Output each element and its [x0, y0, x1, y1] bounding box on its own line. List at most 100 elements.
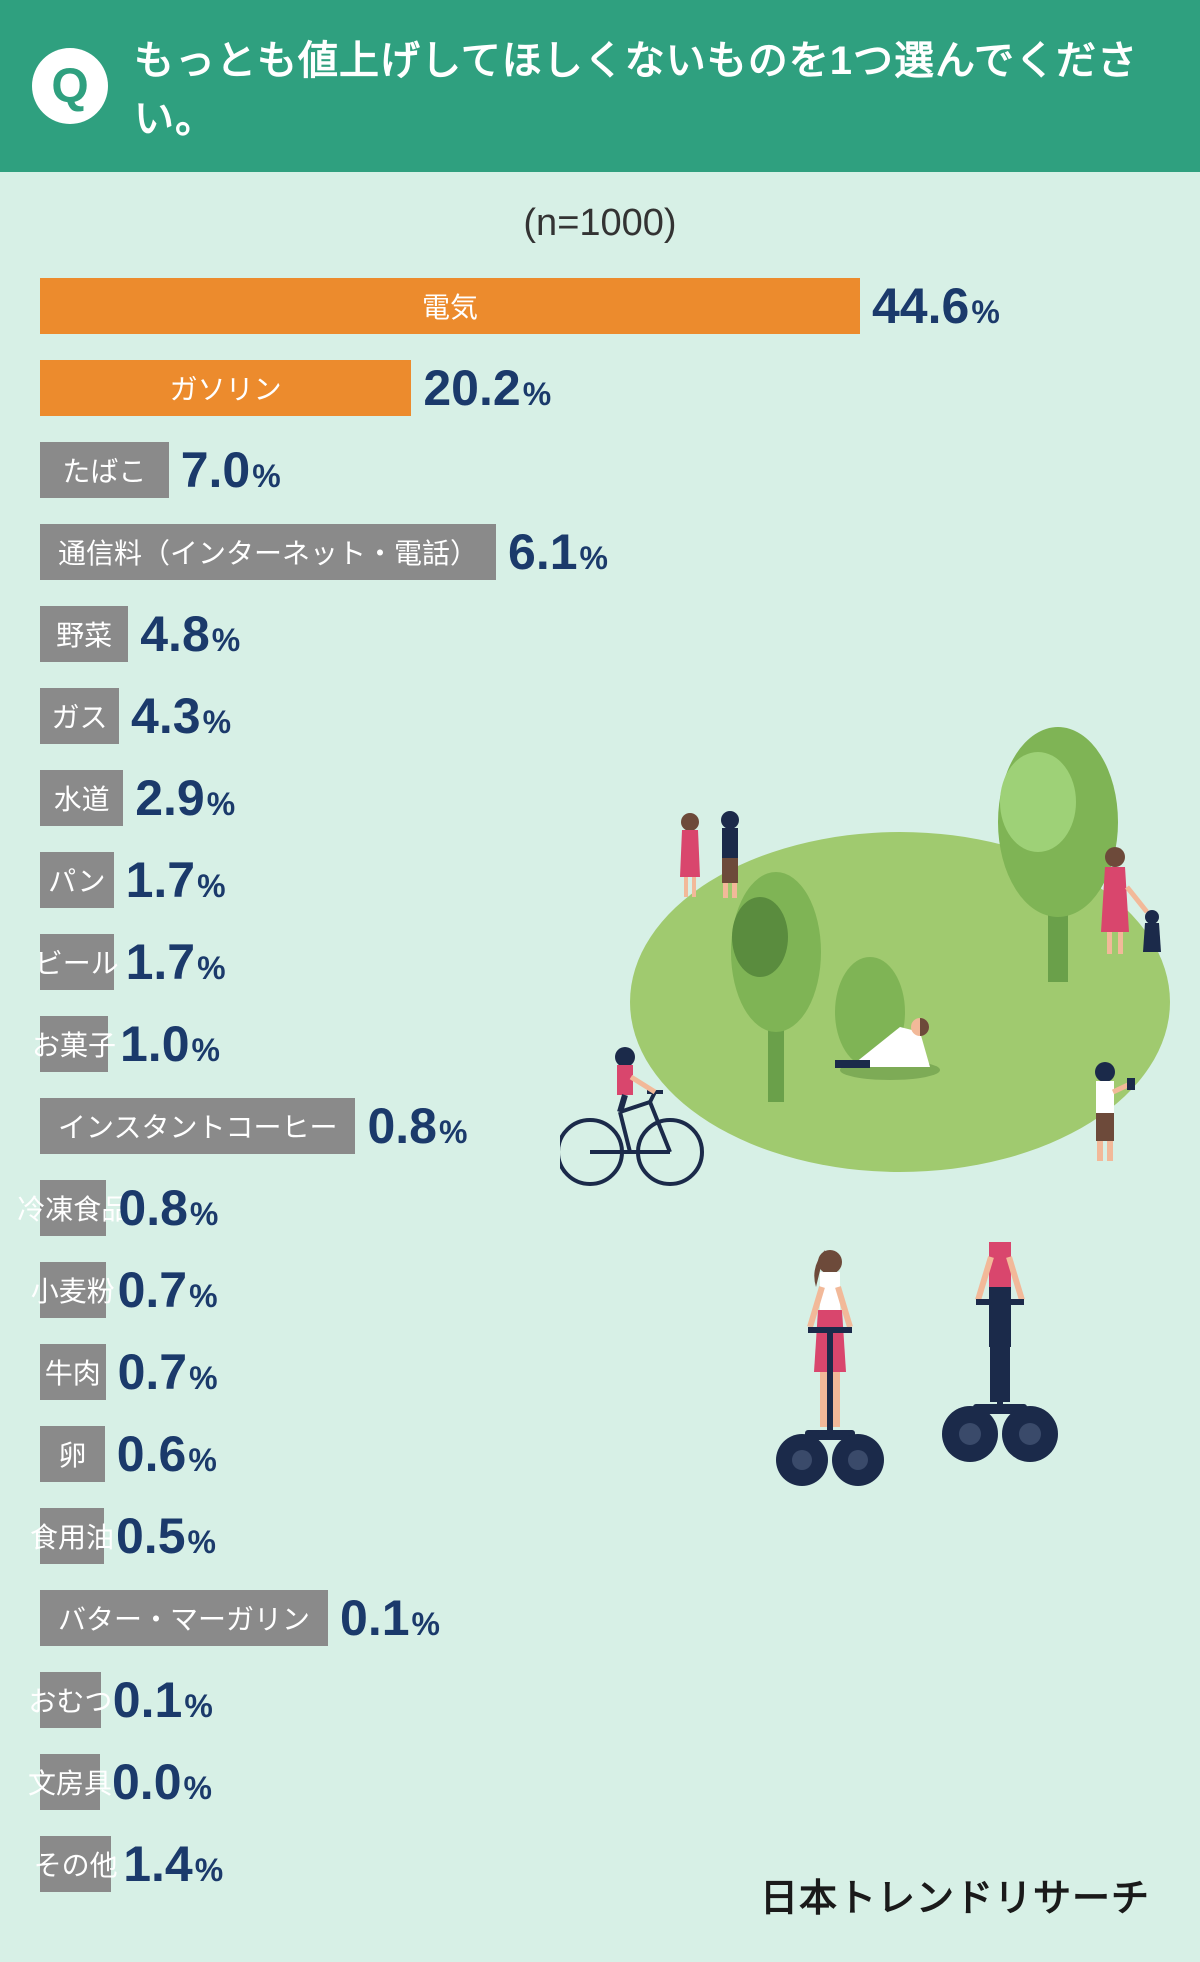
bar: 食用油: [40, 1508, 104, 1564]
bar-label: お菓子: [32, 1024, 116, 1064]
bar-value-number: 4.8: [140, 605, 210, 663]
bar-row: ガソリン20.2%: [40, 357, 1160, 419]
bar-value: 1.7%: [126, 851, 226, 909]
bar: ガス: [40, 688, 119, 744]
percent-sign: %: [197, 950, 225, 987]
bar-label: 冷凍食品: [17, 1188, 129, 1228]
bar-value: 0.7%: [118, 1261, 218, 1319]
bar-value-number: 44.6: [872, 277, 969, 335]
bar-label: 小麦粉: [31, 1270, 115, 1310]
bar-value-number: 0.7: [118, 1343, 188, 1401]
segway-illustration: [760, 1242, 1100, 1572]
bar-value: 0.0%: [112, 1753, 212, 1811]
bar-value-number: 4.3: [131, 687, 201, 745]
bar: インスタントコーヒー: [40, 1098, 355, 1154]
bar: お菓子: [40, 1016, 108, 1072]
bar-value-number: 0.6: [117, 1425, 187, 1483]
q-badge: Q: [32, 48, 108, 124]
bar-value-number: 0.1: [340, 1589, 410, 1647]
bar: バター・マーガリン: [40, 1590, 328, 1646]
bar-value: 1.0%: [120, 1015, 220, 1073]
bar-value-number: 1.4: [123, 1835, 193, 1893]
percent-sign: %: [190, 1196, 218, 1233]
bar-label: ガス: [52, 696, 108, 736]
bar-label: たばこ: [62, 450, 146, 490]
percent-sign: %: [189, 1360, 217, 1397]
bar: 文房具: [40, 1754, 100, 1810]
bar-row: 通信料（インターネット・電話） 6.1%: [40, 521, 1160, 583]
percent-sign: %: [188, 1442, 216, 1479]
bar-row: バター・マーガリン 0.1%: [40, 1587, 1160, 1649]
bar-label: 電気: [422, 286, 478, 326]
bar-value-number: 0.7: [118, 1261, 188, 1319]
sample-size: (n=1000): [40, 202, 1160, 245]
bar-value: 1.7%: [126, 933, 226, 991]
percent-sign: %: [580, 540, 608, 577]
percent-sign: %: [212, 622, 240, 659]
percent-sign: %: [252, 458, 280, 495]
q-badge-letter: Q: [51, 59, 88, 114]
bar-row: おむつ0.1%: [40, 1669, 1160, 1731]
bar-value: 1.4%: [123, 1835, 223, 1893]
bar-row: 電気 44.6%: [40, 275, 1160, 337]
bar-label: 牛肉: [45, 1352, 101, 1392]
bar-row: 文房具0.0%: [40, 1751, 1160, 1813]
brand-label: 日本トレンドリサーチ: [760, 1867, 1150, 1922]
percent-sign: %: [189, 1278, 217, 1315]
percent-sign: %: [203, 704, 231, 741]
bar-value-number: 1.7: [126, 851, 196, 909]
bar-value: 0.8%: [367, 1097, 467, 1155]
bar-value-number: 1.0: [120, 1015, 190, 1073]
percent-sign: %: [207, 786, 235, 823]
bar-value-number: 20.2: [423, 359, 520, 417]
bar: 野菜: [40, 606, 128, 662]
bar-value: 4.3%: [131, 687, 231, 745]
chart-body: (n=1000) 電気44.6%ガソリン20.2%たばこ7.0%通信料（インター…: [0, 172, 1200, 1962]
percent-sign: %: [192, 1032, 220, 1069]
bar-value-number: 0.8: [367, 1097, 437, 1155]
bar-label: 通信料（インターネット・電話）: [58, 532, 478, 572]
bar: その他: [40, 1836, 111, 1892]
bar-label: 文房具: [28, 1762, 112, 1802]
bar-value: 0.1%: [340, 1589, 440, 1647]
percent-sign: %: [184, 1688, 212, 1725]
bar-label: 卵: [58, 1434, 86, 1474]
bar-value-number: 6.1: [508, 523, 578, 581]
bar-value-number: 0.8: [118, 1179, 188, 1237]
bar-value: 2.9%: [135, 769, 235, 827]
bar: 電気: [40, 278, 860, 334]
question-header: Q もっとも値上げしてほしくないものを1つ選んでください。: [0, 0, 1200, 172]
bar-value: 0.6%: [117, 1425, 217, 1483]
bar-value-number: 0.1: [113, 1671, 183, 1729]
bar: ガソリン: [40, 360, 411, 416]
bar: 牛肉: [40, 1344, 106, 1400]
bar-value: 0.8%: [118, 1179, 218, 1237]
bar-label: バター・マーガリン: [58, 1598, 310, 1638]
bar-value: 4.8%: [140, 605, 240, 663]
bar-value: 20.2%: [423, 359, 551, 417]
bar-row: 野菜4.8%: [40, 603, 1160, 665]
bar-label: 水道: [54, 778, 110, 818]
park-illustration: [560, 702, 1180, 1222]
bar: 卵: [40, 1426, 105, 1482]
bar-row: たばこ 7.0%: [40, 439, 1160, 501]
bar-label: パン: [48, 860, 105, 900]
bar-value-number: 2.9: [135, 769, 205, 827]
bar: たばこ: [40, 442, 169, 498]
bar: パン: [40, 852, 114, 908]
bar-label: 食用油: [30, 1516, 114, 1556]
question-text: もっとも値上げしてほしくないものを1つ選んでください。: [134, 28, 1168, 144]
bar-value: 44.6%: [872, 277, 1000, 335]
percent-sign: %: [188, 1524, 216, 1561]
bar: おむつ: [40, 1672, 101, 1728]
percent-sign: %: [523, 376, 551, 413]
bar: 冷凍食品: [40, 1180, 106, 1236]
percent-sign: %: [195, 1852, 223, 1889]
bar-value: 0.1%: [113, 1671, 213, 1729]
percent-sign: %: [197, 868, 225, 905]
bar-value: 0.5%: [116, 1507, 216, 1565]
bar-value-number: 0.5: [116, 1507, 186, 1565]
bar-value: 7.0%: [181, 441, 281, 499]
bar-value-number: 7.0: [181, 441, 251, 499]
bar-value: 6.1%: [508, 523, 608, 581]
